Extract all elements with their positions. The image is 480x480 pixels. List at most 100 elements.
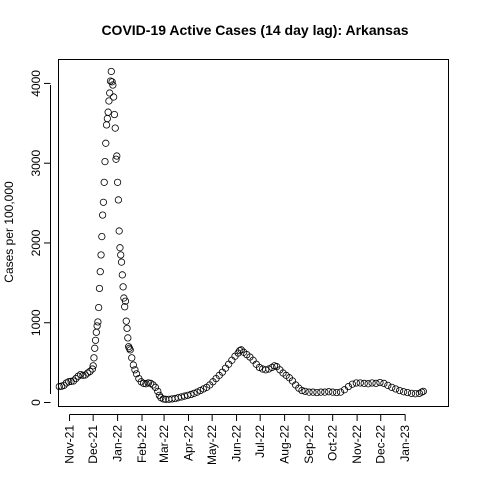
data-point xyxy=(95,284,104,293)
data-point xyxy=(90,354,98,362)
data-point xyxy=(139,379,148,387)
data-point xyxy=(114,196,122,204)
data-point xyxy=(360,379,368,387)
data-point xyxy=(118,271,126,279)
data-point xyxy=(131,366,139,374)
x-tick-label: Mar-22 xyxy=(157,425,171,463)
data-point xyxy=(116,244,124,252)
data-point xyxy=(329,388,337,396)
data-point xyxy=(225,360,233,368)
data-point xyxy=(121,297,130,305)
y-tick-label: 1000 xyxy=(29,309,43,336)
data-point xyxy=(91,344,99,352)
data-point xyxy=(113,152,121,160)
data-point xyxy=(149,381,157,389)
data-point xyxy=(399,388,408,396)
data-point xyxy=(154,387,162,395)
data-point xyxy=(69,377,78,385)
x-tick-label: Apr-22 xyxy=(182,425,196,461)
data-point xyxy=(92,328,100,336)
data-point xyxy=(110,110,119,119)
x-tick-label: Jun-22 xyxy=(230,425,244,462)
x-tick-label: Jul-22 xyxy=(253,425,267,458)
data-point xyxy=(93,322,101,330)
x-tick-label: Feb-22 xyxy=(135,425,149,463)
data-point xyxy=(91,336,100,344)
data-point xyxy=(115,227,123,235)
data-point xyxy=(89,362,97,370)
data-point xyxy=(105,97,113,105)
data-point xyxy=(94,318,102,326)
data-point xyxy=(65,378,73,386)
data-point xyxy=(98,232,106,241)
data-point xyxy=(88,365,96,373)
data-point xyxy=(100,178,108,186)
data-point xyxy=(159,395,167,403)
data-point xyxy=(125,344,134,352)
data-point xyxy=(108,78,116,86)
plot-area xyxy=(58,59,449,407)
data-point xyxy=(403,388,412,397)
data-point xyxy=(119,283,127,291)
data-point xyxy=(228,356,236,364)
data-point xyxy=(309,388,317,396)
x-tick-label: Dec-21 xyxy=(86,425,100,464)
data-point xyxy=(268,363,276,372)
data-point xyxy=(95,303,103,312)
data-point xyxy=(106,77,115,85)
data-point xyxy=(336,388,345,396)
data-point xyxy=(184,391,192,399)
data-point xyxy=(392,385,400,393)
data-point xyxy=(407,389,416,397)
data-point xyxy=(333,388,341,397)
data-point xyxy=(262,366,270,374)
data-point xyxy=(356,379,364,387)
y-tick-label: 4000 xyxy=(29,70,43,97)
data-point xyxy=(305,388,313,396)
data-point xyxy=(106,89,114,97)
data-point xyxy=(122,317,130,325)
data-point xyxy=(344,382,353,391)
data-point xyxy=(102,139,110,147)
x-tick-label: Nov-21 xyxy=(63,425,77,464)
data-point xyxy=(99,198,108,206)
data-point xyxy=(352,379,360,387)
data-point xyxy=(376,378,384,387)
data-point xyxy=(419,387,427,395)
data-point xyxy=(317,388,325,396)
data-point xyxy=(380,379,388,387)
data-point xyxy=(84,369,92,377)
data-point xyxy=(372,379,380,387)
data-point xyxy=(147,379,155,387)
data-point xyxy=(86,367,94,376)
data-point xyxy=(107,67,115,76)
data-point xyxy=(102,121,111,129)
y-tick-label: 3000 xyxy=(29,150,43,177)
data-point xyxy=(368,379,376,387)
x-tick-label: Sep-22 xyxy=(302,425,316,464)
x-tick-label: Jan-22 xyxy=(111,425,125,462)
y-tick-label: 2000 xyxy=(29,229,43,256)
data-point xyxy=(111,124,119,132)
data-point xyxy=(190,389,198,397)
data-point xyxy=(72,374,80,383)
data-point xyxy=(74,372,82,380)
data-point xyxy=(418,388,426,396)
data-point xyxy=(137,378,145,386)
data-point xyxy=(221,364,230,372)
chart-title: COVID-19 Active Cases (14 day lag): Arka… xyxy=(101,22,408,38)
data-point xyxy=(364,380,372,388)
data-point xyxy=(151,383,160,391)
data-point xyxy=(325,388,333,396)
data-point xyxy=(79,371,87,379)
data-points xyxy=(55,67,427,403)
data-point xyxy=(384,381,392,389)
data-point xyxy=(81,371,89,379)
x-tick-label: Aug-22 xyxy=(278,425,292,464)
data-point xyxy=(103,114,111,123)
data-point xyxy=(348,380,356,388)
x-tick-label: Jan-23 xyxy=(398,425,412,462)
data-point xyxy=(144,379,152,387)
data-point xyxy=(113,178,122,186)
